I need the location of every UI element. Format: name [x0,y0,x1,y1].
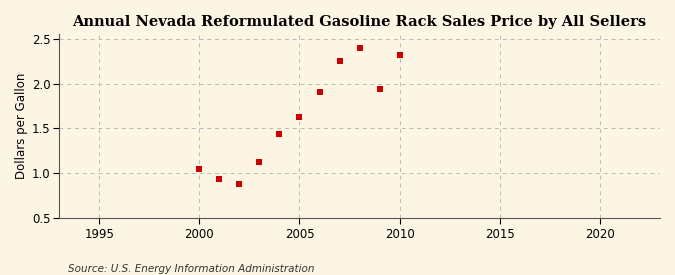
Text: Source: U.S. Energy Information Administration: Source: U.S. Energy Information Administ… [68,264,314,274]
Point [294,115,305,119]
Point [214,176,225,181]
Point [354,46,365,50]
Y-axis label: Dollars per Gallon: Dollars per Gallon [15,73,28,179]
Point [374,87,385,91]
Point [394,53,405,57]
Point [234,182,245,186]
Point [274,132,285,136]
Point [194,167,205,171]
Point [254,160,265,164]
Title: Annual Nevada Reformulated Gasoline Rack Sales Price by All Sellers: Annual Nevada Reformulated Gasoline Rack… [72,15,647,29]
Point [314,89,325,94]
Point [334,59,345,64]
